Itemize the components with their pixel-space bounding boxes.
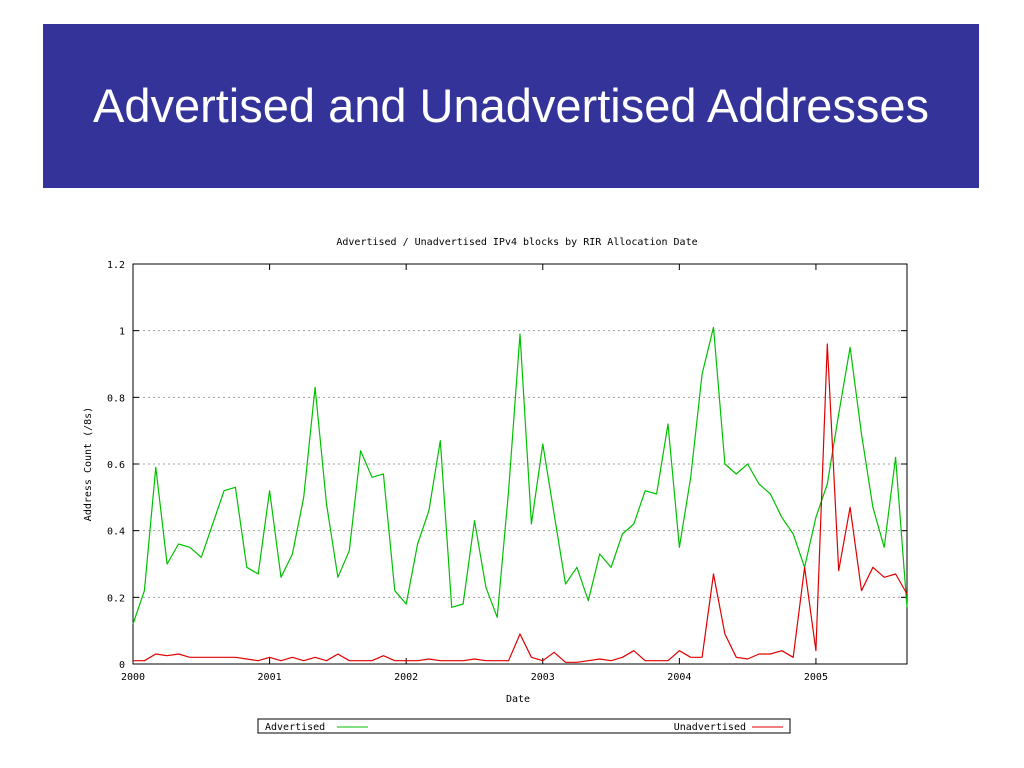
- y-tick-label: 0.6: [107, 460, 125, 471]
- series-line-unadvertised: [133, 343, 908, 663]
- x-tick-label: 2001: [258, 672, 282, 683]
- x-tick-label: 2005: [804, 672, 828, 683]
- slide-title: Advertised and Unadvertised Addresses: [92, 79, 930, 132]
- legend-box: [257, 718, 791, 734]
- legend-label-advertised: Advertised: [265, 722, 325, 733]
- y-tick-label: 0.2: [107, 593, 125, 604]
- legend: Advertised Unadvertised: [257, 718, 791, 734]
- axis-layer: 0 0.2 0.4 0.6 0.8 1 1.2 2000 2001 2002 2003 2004 200…: [107, 260, 907, 683]
- series-layer: [132, 326, 908, 663]
- y-tick-label: 1: [119, 327, 125, 338]
- x-tick-label: 2000: [121, 672, 145, 683]
- y-tick-label: 0: [119, 660, 125, 671]
- y-tick-label: 0.8: [107, 393, 125, 404]
- chart-title: Advertised / Unadvertised IPv4 blocks by…: [336, 237, 697, 248]
- x-tick-label: 2002: [394, 672, 418, 683]
- title-bar: Advertised and Unadvertised Addresses: [43, 24, 979, 188]
- y-axis-label: Address Count (/8s): [83, 407, 94, 521]
- y-tick-label: 0.4: [107, 527, 125, 538]
- x-tick-label: 2004: [667, 672, 691, 683]
- series-line-advertised: [132, 326, 908, 625]
- x-tick-label: 2003: [531, 672, 555, 683]
- x-axis-label: Date: [506, 694, 530, 705]
- grid-layer: [133, 330, 907, 598]
- y-tick-label: 1.2: [107, 260, 125, 271]
- legend-label-unadvertised: Unadvertised: [674, 722, 746, 733]
